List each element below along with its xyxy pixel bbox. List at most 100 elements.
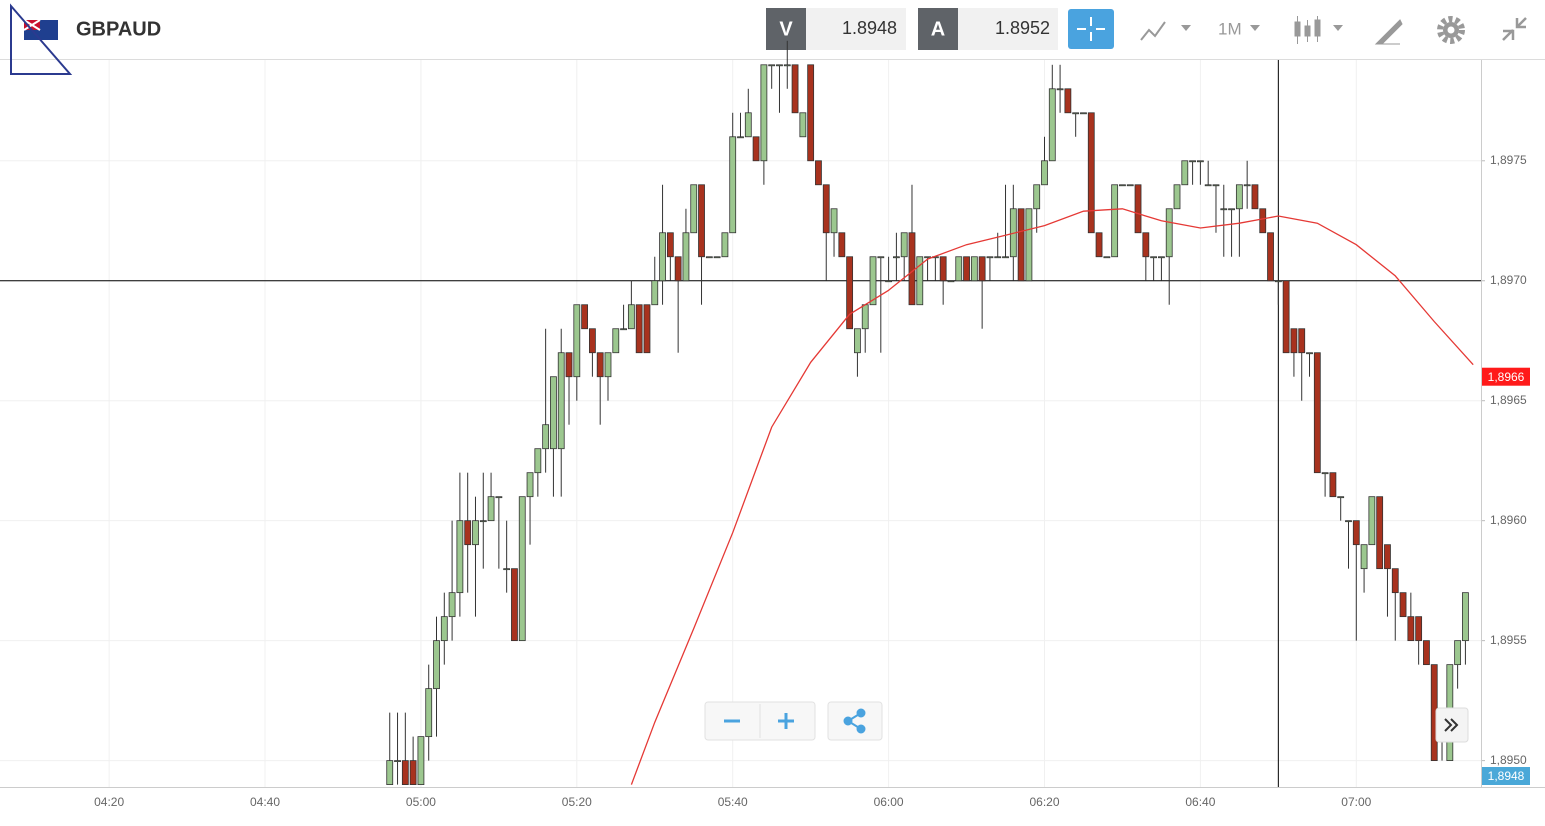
x-tick-label: 05:20 (562, 795, 592, 809)
candle-body (783, 64, 791, 67)
candle-body (1002, 256, 1009, 259)
crosshair-button[interactable] (1068, 9, 1114, 49)
candle-body (1165, 208, 1173, 258)
candle-body (557, 352, 565, 450)
candle-body (682, 232, 690, 282)
candle-body (939, 256, 947, 282)
candle-body (1352, 520, 1360, 546)
price-tag-label: 1,8966 (1488, 370, 1525, 384)
candle-body (1173, 184, 1181, 210)
candle-body (752, 136, 760, 162)
candle-body (869, 256, 877, 306)
candle-body (1142, 232, 1150, 258)
candle-body (846, 256, 854, 330)
candle-body (1462, 592, 1469, 642)
candle-body (799, 112, 807, 138)
bid-label: V (779, 18, 793, 40)
candle-body (791, 64, 799, 114)
candle-body (433, 640, 440, 690)
candle-body (456, 520, 464, 594)
y-tick-label: 1,8960 (1490, 513, 1527, 527)
y-tick-label: 1,8975 (1490, 153, 1527, 167)
candle-body (877, 256, 885, 259)
ask-badge (918, 8, 958, 50)
candle-body (464, 520, 472, 546)
candle-body (1017, 208, 1025, 282)
candle-body (1267, 232, 1274, 282)
candle-body (1235, 184, 1243, 210)
share-button[interactable] (827, 701, 883, 741)
candles-button[interactable] (1294, 16, 1343, 44)
candle-body (1048, 88, 1056, 162)
candle-body (643, 304, 651, 354)
zoom-in-button[interactable] (778, 713, 794, 729)
candle-body (1399, 592, 1407, 618)
candle-body (534, 448, 542, 474)
x-tick-label: 04:20 (94, 795, 124, 809)
x-tick-label: 05:40 (718, 795, 748, 809)
candle-body (1196, 160, 1204, 163)
timeframe[interactable]: 1M (1218, 19, 1242, 38)
candle-body (994, 256, 1002, 259)
candle-body (908, 232, 916, 306)
candle-body (526, 472, 534, 498)
candle-body (472, 520, 479, 546)
candle-body (511, 568, 518, 642)
chart-type-button[interactable] (1140, 21, 1191, 41)
candle-body (698, 184, 705, 258)
candle-body (1290, 328, 1298, 354)
candle-body (1391, 568, 1399, 594)
candle-body (401, 760, 409, 786)
candle-body (1360, 544, 1368, 570)
candle-body (479, 520, 487, 523)
candle-body (503, 568, 511, 571)
symbol: GBPAUD (76, 18, 161, 40)
draw-button[interactable] (1374, 19, 1403, 45)
candle-body (1119, 184, 1126, 187)
candle-body (1041, 160, 1048, 186)
candle-body (1454, 640, 1462, 666)
candle-body (947, 280, 955, 283)
candle-body (1025, 208, 1033, 282)
candle-body (916, 256, 924, 306)
candle-body (861, 304, 869, 330)
candle-body (815, 160, 822, 186)
flag-icon (10, 3, 73, 75)
x-tick-label: 06:00 (874, 795, 904, 809)
candle-body (1181, 160, 1189, 186)
candle-body (1072, 112, 1080, 115)
collapse-button[interactable] (1502, 17, 1527, 41)
candle-body (713, 256, 721, 259)
candle-body (1345, 520, 1352, 523)
candle-body (425, 688, 433, 738)
bid-price: 1.8948 (842, 18, 897, 38)
candle-body (1064, 88, 1072, 114)
candle-body (955, 256, 963, 282)
candle-body (1368, 496, 1376, 546)
candle-body (589, 328, 596, 354)
candle-body (885, 280, 892, 283)
candle-body (1189, 160, 1196, 163)
candle-body (970, 256, 978, 282)
candle-body (986, 256, 994, 259)
candle-body (830, 208, 838, 234)
y-tick-label: 1,8955 (1490, 633, 1527, 647)
settings-button[interactable] (1437, 16, 1465, 44)
y-tick-label: 1,8950 (1490, 753, 1527, 767)
bid-badge (766, 8, 806, 50)
candle-body (854, 328, 861, 354)
candle-body (1220, 208, 1228, 211)
candle-body (1150, 256, 1158, 259)
candle-body (1228, 208, 1235, 211)
candle-body (807, 64, 815, 162)
candle-body (1384, 544, 1391, 570)
candle-body (1158, 256, 1165, 259)
candle-body (1423, 640, 1430, 666)
candle-body (495, 496, 503, 499)
candle-body (666, 232, 674, 258)
ask-price: 1.8952 (995, 18, 1050, 38)
candle-body (1087, 112, 1095, 234)
x-tick-label: 07:00 (1341, 795, 1371, 809)
candle-body (1056, 88, 1064, 91)
candle-body (550, 376, 557, 450)
